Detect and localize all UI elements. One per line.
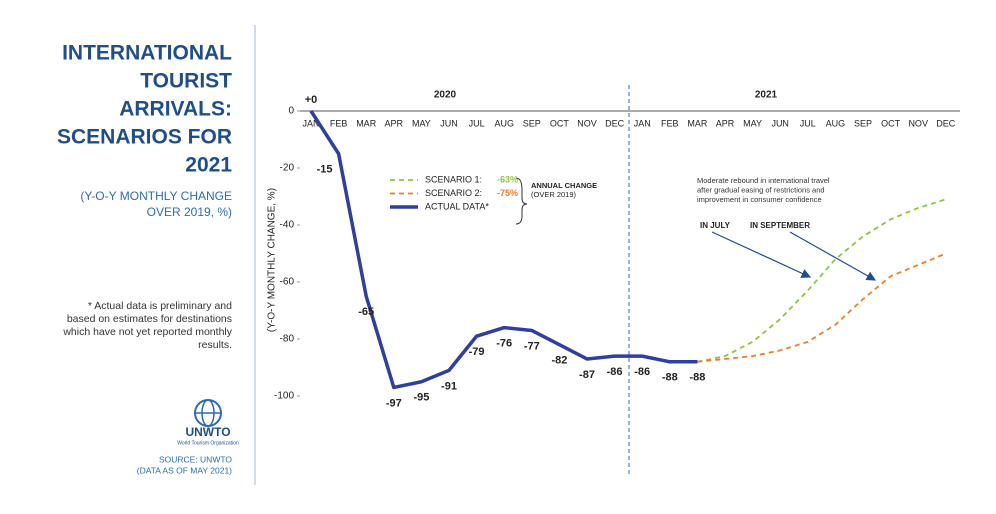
y-tick-label: -80 — [280, 334, 295, 345]
source: (DATA AS OF MAY 2021) — [137, 465, 232, 475]
x-tick-label: DEC — [936, 118, 956, 128]
data-label: -91 — [441, 380, 457, 392]
legend-group-label: (OVER 2019) — [531, 190, 577, 199]
x-tick-label: SEP — [523, 118, 541, 128]
y-tick-label: -100 — [274, 391, 294, 402]
title: 2021 — [185, 154, 232, 177]
x-tick-label: MAR — [687, 118, 708, 128]
y-tick-label: 0 — [288, 106, 294, 117]
x-tick-label: JAN — [634, 118, 651, 128]
data-label: -88 — [689, 372, 705, 384]
data-label: -87 — [579, 369, 595, 381]
note: based on estimates for destinations — [67, 313, 232, 325]
logo-text: UNWTO — [185, 425, 230, 439]
data-label: -97 — [386, 397, 402, 409]
y-tick-label: -40 — [280, 220, 295, 231]
logo — [194, 399, 222, 427]
legend-label: SCENARIO 2: — [425, 188, 482, 198]
data-label: -82 — [551, 355, 567, 367]
legend-annual-change: -75% — [497, 188, 518, 198]
x-tick-label: JUN — [771, 118, 789, 128]
data-label: -76 — [496, 338, 512, 350]
legend-label: SCENARIO 1: — [425, 174, 482, 184]
annotation: Moderate rebound in international travel — [697, 176, 830, 185]
legend-annual-change: -63% — [497, 174, 518, 184]
arrow-label: IN SEPTEMBER — [750, 221, 810, 230]
series-line — [697, 198, 947, 363]
legend-label: ACTUAL DATA* — [425, 201, 489, 211]
title: SCENARIOS FOR — [57, 126, 232, 149]
x-tick-label: DEC — [605, 118, 625, 128]
x-tick-label: NOV — [908, 118, 928, 128]
y-tick-label: -60 — [280, 277, 295, 288]
legend-group-label: ANNUAL CHANGE — [531, 181, 597, 190]
x-tick-label: MAY — [743, 118, 762, 128]
x-tick-label: AUG — [494, 118, 514, 128]
x-tick-label: APR — [716, 118, 735, 128]
x-tick-label: APR — [385, 118, 404, 128]
x-tick-label: MAR — [356, 118, 377, 128]
x-tick-label: NOV — [577, 118, 597, 128]
subtitle: (Y-O-Y MONTHLY CHANGE — [80, 189, 232, 203]
x-tick-label: MAY — [412, 118, 431, 128]
x-tick-label: JUN — [440, 118, 458, 128]
x-tick-label: OCT — [881, 118, 901, 128]
subtitle: OVER 2019, %) — [147, 205, 232, 219]
annotation: improvement in consumer confidence — [697, 195, 822, 204]
title: INTERNATIONAL — [62, 42, 232, 65]
x-tick-label: FEB — [330, 118, 348, 128]
series-line — [309, 110, 698, 390]
note: * Actual data is preliminary and — [88, 300, 232, 312]
logo-subtext: World Tourism Organization — [177, 440, 239, 446]
note: results. — [198, 339, 232, 351]
arrow — [789, 231, 877, 281]
x-tick-label: JAN — [302, 118, 319, 128]
arrow — [711, 231, 812, 278]
data-label: -95 — [413, 392, 429, 404]
x-tick-label: JUL — [469, 118, 485, 128]
note: which have not yet reported monthly — [62, 326, 232, 338]
y-tick-label: -20 — [280, 163, 295, 174]
y-axis-label: (Y-O-Y MONTHLY CHANGE, %) — [267, 188, 278, 332]
title: ARRIVALS: — [119, 98, 232, 121]
x-tick-label: AUG — [826, 118, 846, 128]
year-label: 2021 — [755, 90, 778, 101]
annotation: after gradual easing of restrictions and — [697, 185, 825, 194]
data-label: -88 — [662, 372, 678, 384]
data-label: -79 — [469, 346, 485, 358]
brace — [515, 177, 528, 225]
data-label: -86 — [634, 366, 650, 378]
data-label: -15 — [317, 164, 333, 176]
year-label: 2020 — [434, 90, 457, 101]
x-tick-label: SEP — [854, 118, 872, 128]
arrow-label: IN JULY — [700, 221, 731, 230]
x-tick-label: FEB — [661, 118, 679, 128]
source: SOURCE: UNWTO — [159, 454, 232, 464]
data-label: +0 — [305, 94, 318, 106]
title: TOURIST — [140, 70, 232, 93]
data-label: -77 — [524, 340, 540, 352]
x-tick-label: JUL — [800, 118, 816, 128]
series-line — [697, 252, 947, 363]
data-label: -65 — [358, 306, 374, 318]
data-label: -86 — [607, 366, 623, 378]
x-tick-label: OCT — [550, 118, 570, 128]
